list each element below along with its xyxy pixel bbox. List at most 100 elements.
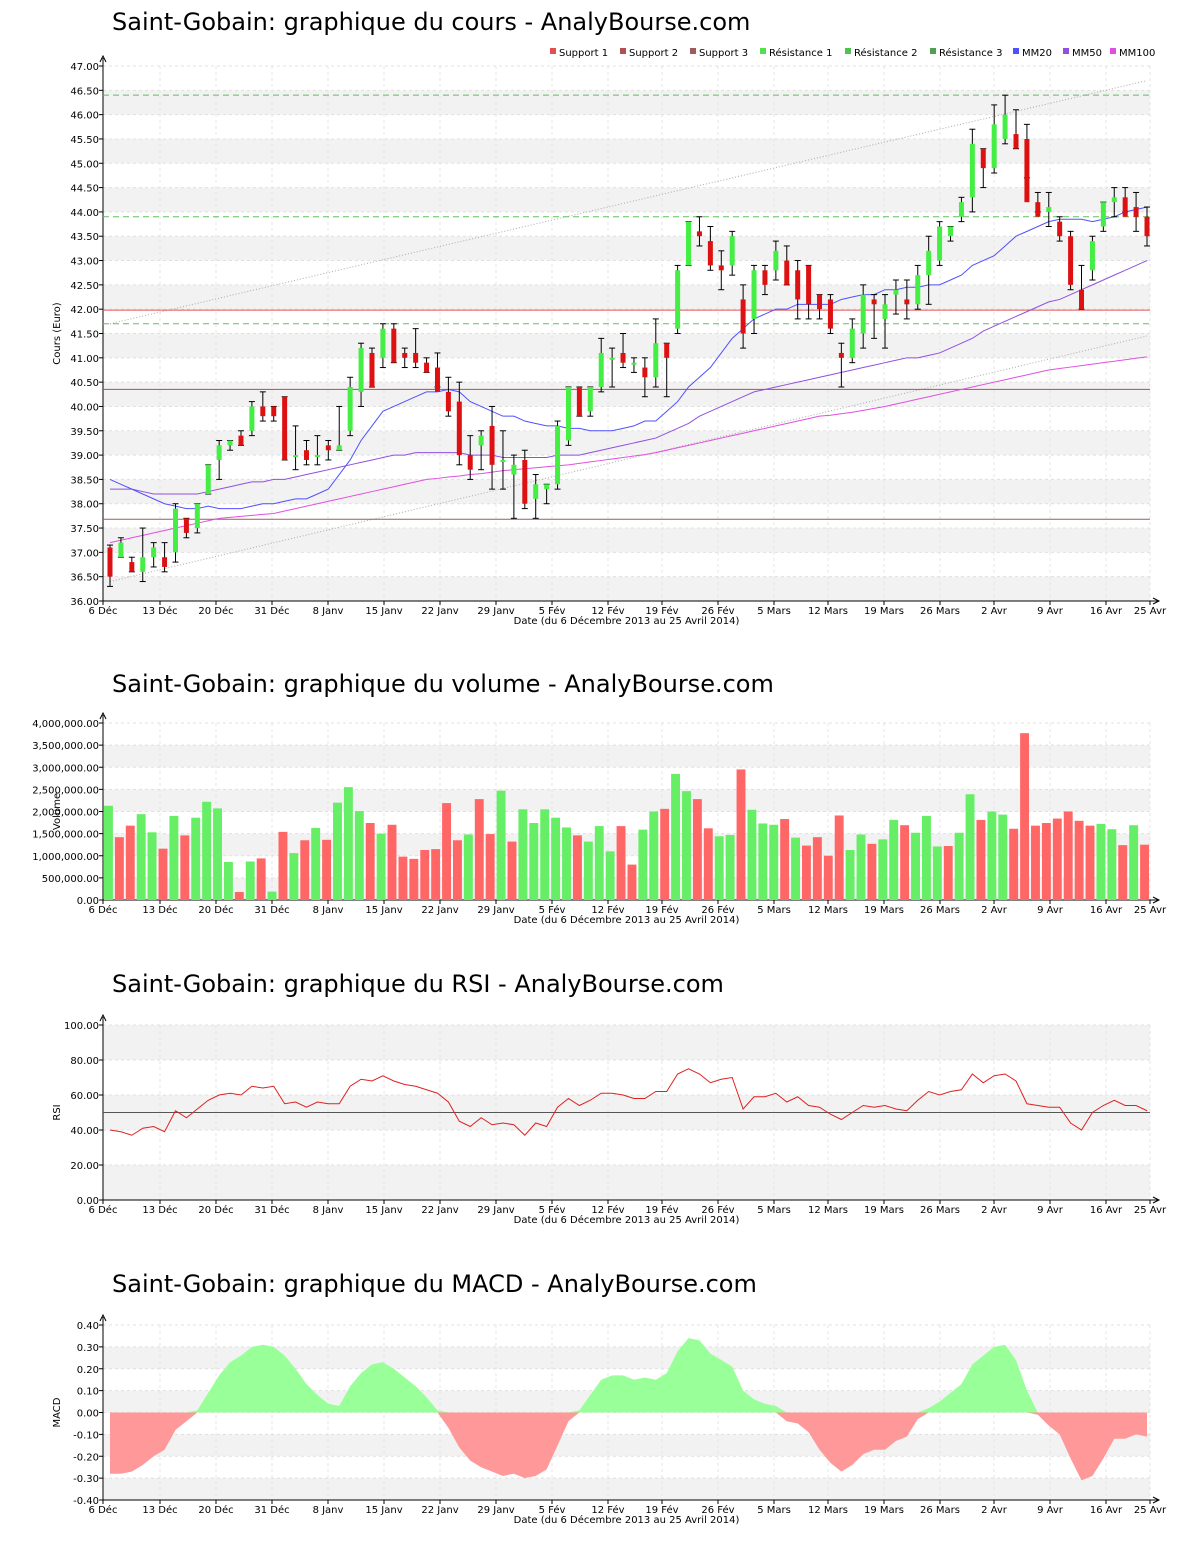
x-axis-label: Date (du 6 Décembre 2013 au 25 Avril 201… [514,1214,740,1226]
y-tick-label: 44.50 [70,184,99,195]
y-tick-label: 0.00 [77,1196,99,1207]
candle-body [849,328,855,358]
candle-body [434,367,440,392]
candle-body [915,275,921,305]
candle-body [1133,207,1139,217]
volume-bar [365,823,375,900]
grid-band [103,260,1150,285]
candle [1034,191,1041,217]
y-tick-label: 2,500,000.00 [32,785,99,796]
y-axis-label: MACD [52,1397,63,1427]
candle [456,381,463,466]
candle-body [991,124,997,169]
volume-bar [540,809,550,900]
candle-body [402,352,408,358]
volume-bar [1096,823,1106,900]
candle-body [937,226,943,261]
candle [609,347,616,388]
volume-bar [562,827,571,900]
candle [903,279,910,320]
candle [838,342,845,388]
y-tick-label: 43.50 [70,232,99,243]
candle-body [718,265,724,271]
candle-body [948,226,954,237]
volume-bar [463,834,473,900]
volume-bar [812,837,822,900]
x-tick-label: 6 Déc [89,1504,118,1516]
y-tick-label: 38.50 [70,475,99,486]
candle-body [172,508,178,553]
y-tick-label: 36.50 [70,573,99,584]
candle-body [1013,134,1019,149]
x-tick-label: 13 Déc [142,1504,177,1516]
candle [336,405,343,451]
x-tick-label: 29 Janv [477,905,514,916]
x-tick-label: 26 Mars [920,606,960,617]
volume-bar [791,837,800,900]
volume-bar [605,851,615,900]
candle-body [686,221,692,266]
x-tick-label: 12 Mars [808,606,848,617]
candle [685,221,692,266]
candle-body [194,503,200,529]
volume-bar [649,811,659,900]
volume-bar [147,832,157,900]
grid-band [103,333,1150,358]
grid-band [103,114,1150,139]
volume-bar [998,814,1008,900]
x-axis-label: Date (du 6 Décembre 2013 au 25 Avril 201… [514,1514,740,1526]
candle [980,148,987,189]
legend-swatch [620,48,626,54]
volume-bar [431,849,441,900]
channel-lower-line [109,335,1148,583]
candle-body [620,352,626,363]
x-axis-arrow [1152,1496,1161,1504]
x-tick-label: 15 Janv [365,905,402,916]
y-tick-label: 3,500,000.00 [32,741,99,752]
x-tick-label: 12 Fév [591,904,624,916]
x-tick-label: 12 Mars [808,905,848,916]
candle-body [653,343,659,378]
candle-body [1089,241,1095,271]
volume-bar [682,791,691,900]
candle-body [784,260,790,285]
candle [740,284,747,349]
y-tick-label: 2,000,000.00 [32,808,99,819]
x-tick-label: 5 Fév [539,904,566,916]
candle-body [489,425,495,465]
x-tick-label: 31 Déc [254,904,289,916]
candle [991,104,998,174]
volume-bar [376,833,386,900]
candle-body [107,547,113,577]
volume-bar [692,799,702,900]
x-tick-label: 31 Déc [254,1204,289,1216]
volume-bar [638,829,648,900]
candle [150,542,157,568]
grid-band [103,1456,1150,1479]
macd-chart: -0.40 -0.30 -0.20 -0.10 0.00 0.10 0.20 0.30 0.40… [52,1313,1167,1526]
candle-body [827,299,833,329]
volume-bar [616,826,626,900]
legend-label: MM100 [1119,48,1155,59]
candle-body [1046,207,1052,212]
legend-swatch [845,48,851,54]
candle [325,440,332,461]
volume-bar [311,827,321,900]
candle [1133,191,1140,232]
volume-bar [1041,823,1051,900]
volume-bar [125,825,135,900]
grid-band [103,1165,1150,1200]
grid-band [103,1130,1150,1165]
volume-bar [507,841,517,900]
x-tick-label: 25 Avr [1134,606,1167,617]
candle [532,474,539,519]
x-tick-label: 19 Mars [864,1505,904,1516]
x-tick-label: 2 Avr [981,606,1008,617]
candle [565,386,572,446]
x-tick-label: 6 Déc [89,605,118,617]
y-axis-arrow [99,711,107,720]
candle-body [795,270,801,300]
legend-swatch [1013,48,1019,54]
candle [227,440,234,451]
volume-bar [747,809,757,900]
